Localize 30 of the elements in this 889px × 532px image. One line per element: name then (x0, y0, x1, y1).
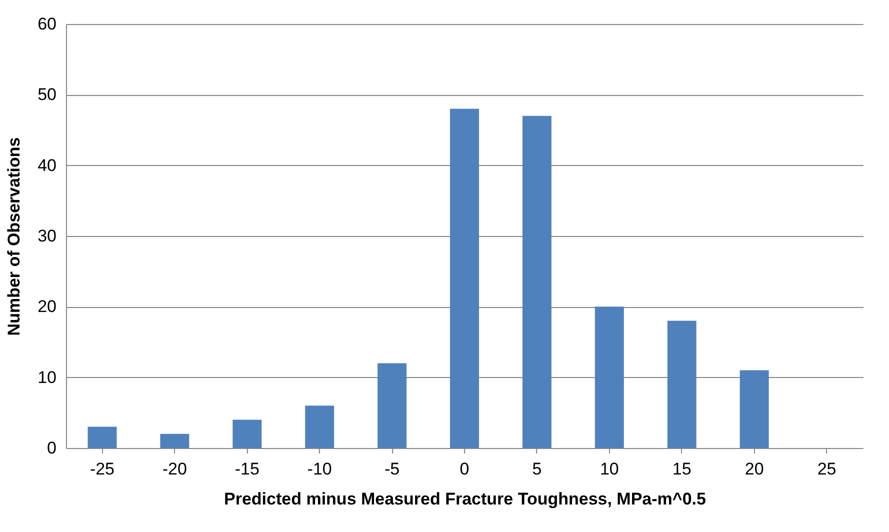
bar (740, 370, 769, 448)
bar (522, 116, 552, 448)
x-tick-label: -20 (162, 460, 187, 478)
bar (378, 363, 407, 448)
y-tick-label: 50 (38, 85, 56, 104)
y-tick-label: 30 (38, 226, 56, 246)
y-tick-label: 0 (47, 438, 56, 458)
x-tick-label: -15 (234, 460, 260, 478)
bar (594, 306, 624, 448)
y-tick-label: 10 (38, 368, 56, 387)
x-tick-label: 5 (532, 460, 542, 478)
bar (305, 406, 334, 448)
bar (160, 434, 190, 448)
x-tick-label: 10 (600, 460, 619, 478)
y-tick-label: 40 (38, 156, 56, 175)
y-tick-label: 20 (38, 297, 56, 316)
x-tick-label: 0 (460, 460, 470, 478)
y-axis-title: Number of Observations (4, 137, 24, 336)
x-tick-label: -10 (307, 460, 332, 478)
bar (667, 320, 696, 448)
x-axis-title: Predicted minus Measured Fracture Toughness, MPa-m^0.5 (224, 490, 706, 508)
x-tick-label: 15 (672, 460, 692, 478)
x-tick-label: -5 (384, 460, 400, 478)
bar (450, 108, 479, 448)
bar (232, 420, 262, 448)
bar (88, 426, 117, 448)
x-tick-label: 25 (817, 460, 836, 478)
y-tick-label: 60 (38, 14, 56, 34)
x-tick-label: 20 (744, 460, 764, 478)
x-tick-label: -25 (90, 460, 115, 478)
